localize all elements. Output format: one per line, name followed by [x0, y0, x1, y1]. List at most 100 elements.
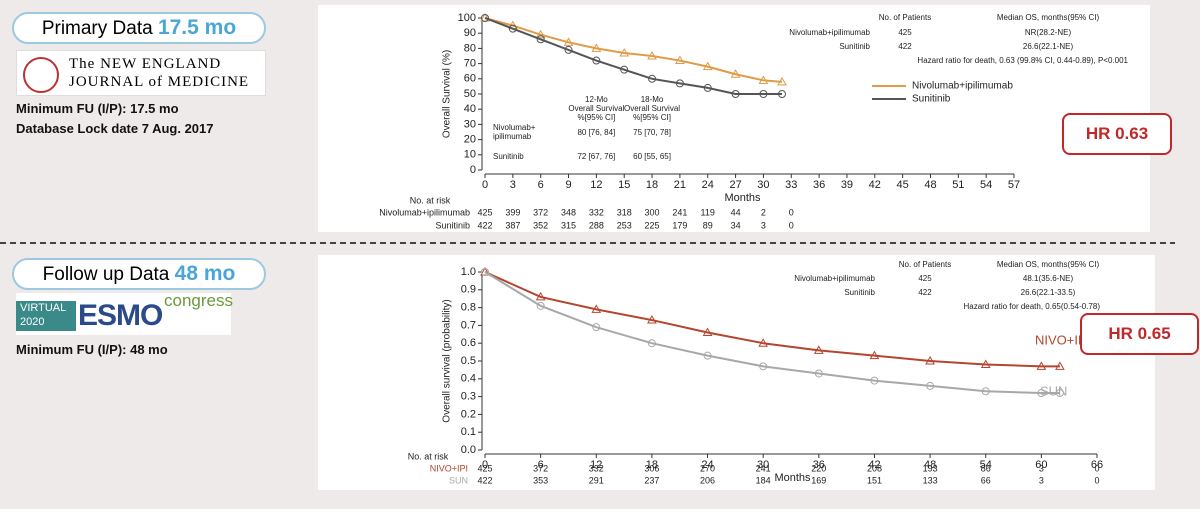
survival-curve: [484, 17, 782, 95]
table-cell: 422: [898, 42, 912, 51]
censor-marker: [536, 35, 545, 44]
y-tick-label: 0.5: [461, 355, 476, 367]
censor-marker: [647, 315, 657, 324]
at-risk-count: 332: [589, 463, 604, 473]
at-risk-count: 169: [811, 475, 826, 485]
at-risk-count: 3: [1039, 463, 1044, 473]
table-header: Median OS, months(95% CI): [997, 260, 1100, 269]
at-risk-count: 318: [617, 207, 632, 217]
at-risk-count: 315: [561, 220, 576, 230]
censor-marker: [592, 323, 601, 332]
at-risk-count: 387: [505, 220, 520, 230]
at-risk-count: 133: [923, 475, 938, 485]
table-cell: 26.6(22.1-NE): [1023, 42, 1074, 51]
at-risk-label: SUN: [449, 475, 468, 485]
landmark-header: %[95% CI]: [633, 113, 671, 122]
y-tick-label: 20: [464, 134, 476, 146]
censor-marker: [648, 74, 657, 83]
censor-marker: [925, 355, 935, 365]
censor-marker: [870, 376, 879, 385]
at-risk-count: 372: [533, 207, 548, 217]
at-risk-count: 179: [672, 220, 687, 230]
x-tick-label: 6: [538, 179, 544, 191]
survival-curve: [484, 271, 1060, 368]
censor-marker: [592, 56, 601, 65]
at-risk-count: 2: [761, 207, 766, 217]
table-cell: 425: [898, 28, 912, 37]
landmark-header: 12-Mo: [585, 95, 608, 104]
logo-text: 2020: [20, 316, 45, 328]
x-tick-label: 66: [1091, 459, 1103, 471]
at-risk-count: 119: [701, 207, 715, 217]
at-risk-count: 399: [505, 207, 520, 217]
label: Primary Data: [41, 18, 153, 39]
table-row-name: Nivolumab+ipilimumab: [789, 28, 870, 37]
survival-curve: [484, 17, 783, 83]
censor-marker: [535, 291, 546, 301]
legend-label: NIVO+IPI: [1035, 332, 1090, 347]
at-risk-title: No. at risk: [408, 451, 449, 461]
y-tick-label: 0.4: [461, 373, 476, 385]
note: Minimum FU (I/P): 48 mo: [16, 342, 168, 357]
label: Follow up Data: [42, 264, 170, 285]
at-risk-count: 184: [756, 475, 771, 485]
x-tick-label: 18: [646, 459, 658, 471]
x-tick-label: 42: [868, 459, 880, 471]
x-tick-label: 24: [702, 179, 714, 191]
at-risk-count: 270: [700, 463, 715, 473]
at-risk-label: Sunitinib: [435, 220, 470, 230]
censor-marker: [591, 43, 602, 52]
x-tick-label: 54: [980, 179, 992, 191]
y-tick-label: 50: [464, 88, 476, 100]
censor-marker: [1055, 389, 1064, 398]
at-risk-count: 332: [589, 207, 604, 217]
at-risk-count: 3: [761, 220, 766, 230]
pill: Primary Data 17.5 mo: [12, 12, 266, 44]
y-tick-label: 90: [464, 27, 476, 39]
censor-marker: [647, 339, 656, 348]
x-tick-label: 36: [813, 179, 825, 191]
at-risk-count: 3: [1039, 475, 1044, 485]
at-risk-count: 241: [756, 463, 771, 473]
censor-marker: [675, 55, 685, 65]
survival-curve: [484, 271, 1060, 395]
censor-marker: [1036, 361, 1047, 370]
y-tick-label: 0.1: [461, 426, 476, 438]
x-tick-label: 42: [869, 179, 881, 191]
x-tick-label: 21: [674, 179, 686, 191]
censor-marker: [758, 338, 769, 347]
censor-marker: [730, 69, 741, 78]
y-tick-label: 0: [470, 164, 476, 176]
censor-marker: [777, 90, 786, 98]
censor-marker: [702, 61, 713, 71]
x-tick-label: 0: [482, 179, 488, 191]
at-risk-count: 348: [561, 207, 576, 217]
table-cell: 48.1(35.6-NE): [1023, 274, 1074, 283]
censor-marker: [703, 83, 712, 92]
at-risk-count: 0: [1094, 463, 1099, 473]
at-risk-count: 206: [700, 475, 715, 485]
x-tick-label: 45: [897, 179, 909, 191]
censor-marker: [814, 369, 823, 378]
at-risk-count: 422: [477, 475, 492, 485]
censor-marker: [1037, 389, 1046, 398]
table-header: No. of Patients: [879, 13, 931, 22]
table-cell: 422: [918, 288, 932, 297]
x-tick-label: 24: [701, 459, 713, 471]
note: Database Lock date 7 Aug. 2017: [16, 121, 214, 136]
censor-marker: [869, 350, 880, 360]
x-tick-label: 0: [482, 459, 488, 471]
y-tick-label: 0.8: [461, 302, 476, 314]
y-tick-label: 0.3: [461, 391, 476, 403]
table-row-name: Sunitinib: [839, 42, 870, 51]
virtual-badge: VIRTUAL 2020: [16, 301, 76, 331]
censor-marker: [536, 301, 545, 310]
logo-text: VIRTUAL: [20, 302, 67, 314]
censor-marker: [563, 37, 574, 46]
at-risk-count: 89: [703, 220, 713, 230]
at-risk-count: 208: [867, 463, 882, 473]
at-risk-count: 253: [617, 220, 632, 230]
y-tick-label: 100: [458, 12, 476, 24]
pill: Follow up Data 48 mo: [12, 258, 266, 290]
at-risk-count: 237: [644, 475, 659, 485]
